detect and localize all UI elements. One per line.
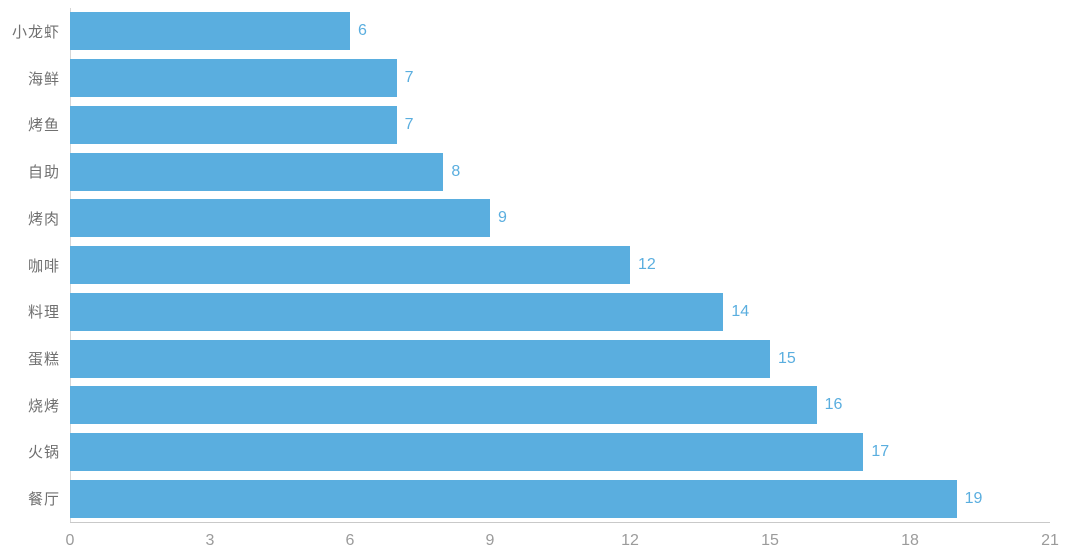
value-label: 8 — [451, 162, 461, 180]
bar-row: 火锅 17 — [28, 429, 1050, 476]
x-tick-label: 3 — [205, 532, 215, 549]
value-label: 6 — [358, 22, 367, 40]
bar — [70, 12, 350, 51]
bar-row: 餐厅 19 — [28, 475, 1050, 522]
bar-row: 自助 8 — [28, 148, 1050, 195]
bar — [70, 246, 630, 285]
bar-rows: 小龙虾 6 海鲜 7 烤鱼 7 自助 8 烤肉 9 咖啡 12 料理 14 蛋糕 15 烧烤 16 火锅 17 餐厅 19 — [12, 8, 1050, 522]
bar-row: 烤肉 9 — [28, 195, 1050, 242]
bar — [70, 152, 444, 191]
bar — [70, 199, 490, 238]
x-tick-label: 21 — [1041, 532, 1059, 549]
category-label: 自助 — [27, 164, 60, 182]
x-axis: 0 3 6 9 12 15 18 21 — [66, 522, 1059, 560]
bar-row: 小龙虾 6 — [12, 8, 1050, 55]
bar — [70, 479, 957, 518]
bar-row: 烧烤 16 — [28, 382, 1050, 429]
x-tick-label: 18 — [901, 532, 919, 549]
category-label: 海鲜 — [27, 70, 60, 88]
value-label: 7 — [404, 115, 414, 133]
bar-row: 海鲜 7 — [28, 55, 1050, 102]
value-label: 17 — [871, 442, 890, 460]
plot-area: 小龙虾 6 海鲜 7 烤鱼 7 自助 8 烤肉 9 咖啡 12 料理 14 蛋糕 15 烧烤 16 火锅 17 餐厅 19 — [12, 8, 1050, 522]
bar — [70, 339, 770, 378]
bar-row: 咖啡 12 — [28, 242, 1050, 289]
category-label: 小龙虾 — [11, 23, 60, 41]
category-label: 料理 — [27, 304, 60, 322]
bar — [70, 432, 864, 471]
bar — [70, 386, 817, 425]
category-label: 餐厅 — [27, 491, 60, 509]
value-label: 12 — [638, 256, 656, 274]
x-tick-label: 9 — [485, 532, 495, 549]
bar-row: 料理 14 — [28, 288, 1050, 335]
value-label: 16 — [824, 396, 843, 414]
x-tick-label: 15 — [761, 532, 779, 549]
bar — [70, 292, 724, 331]
x-tick-label: 12 — [621, 532, 639, 549]
bar-row: 蛋糕 15 — [28, 335, 1050, 382]
category-label: 蛋糕 — [27, 351, 60, 368]
category-label: 烤鱼 — [27, 117, 60, 135]
category-label: 烤肉 — [27, 210, 60, 228]
category-label: 咖啡 — [27, 257, 60, 275]
value-label: 15 — [778, 349, 796, 367]
bar-row: 烤鱼 7 — [28, 101, 1050, 148]
bar — [70, 105, 397, 144]
value-label: 7 — [404, 69, 414, 87]
value-label: 14 — [731, 302, 750, 320]
value-label: 9 — [498, 209, 507, 227]
bar — [70, 59, 397, 98]
value-label: 19 — [964, 489, 983, 507]
category-label: 烧烤 — [27, 397, 60, 415]
x-tick-label: 0 — [65, 532, 75, 549]
category-label: 火锅 — [27, 444, 60, 462]
x-tick-label: 6 — [345, 532, 355, 549]
